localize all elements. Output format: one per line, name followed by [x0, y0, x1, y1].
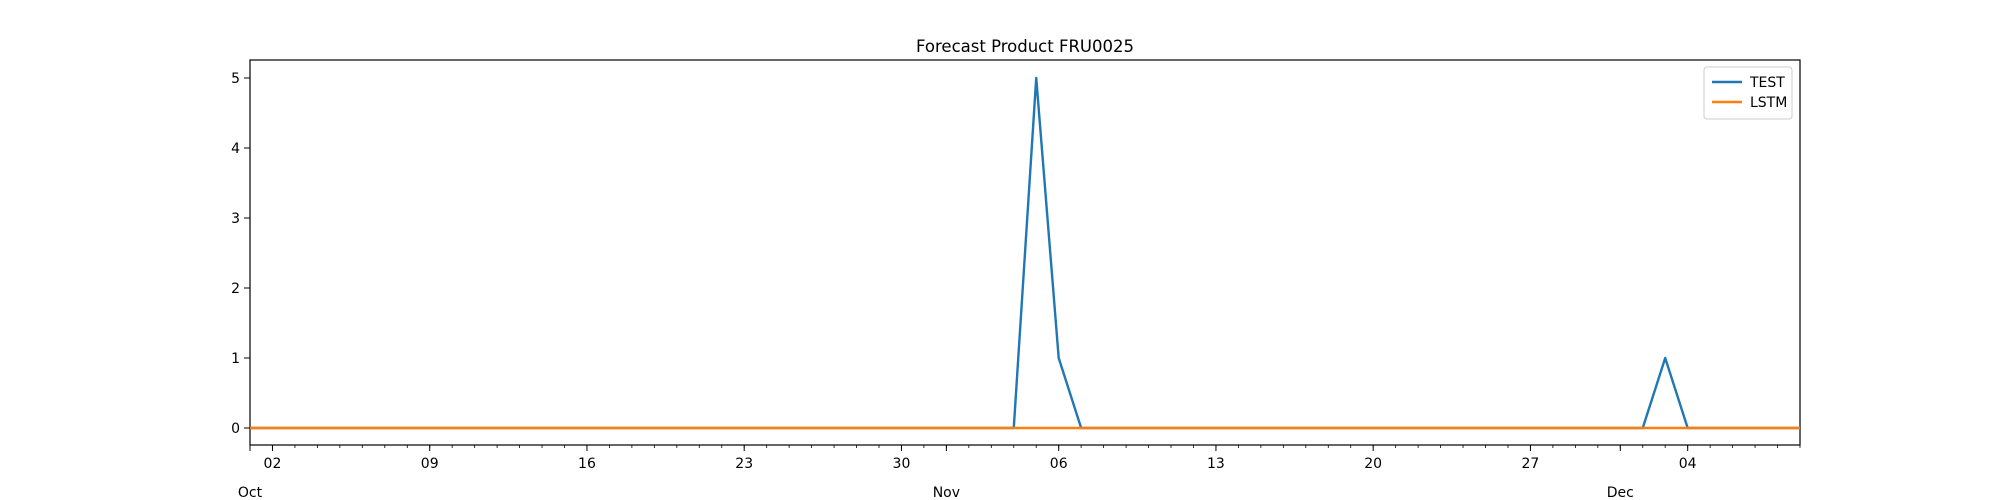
y-tick-label: 3 [231, 211, 240, 227]
series-line-test [250, 76, 1800, 430]
x-tick-label: 23 [735, 456, 753, 472]
x-axis: 02 09 16 23 30 06 13 20 27 04 Oct Nov Dec [238, 445, 1801, 500]
x-tick-label: 06 [1050, 456, 1068, 472]
x-month-label: Nov [933, 485, 960, 500]
x-tick-label: 27 [1522, 456, 1540, 472]
x-tick-label: 13 [1207, 456, 1225, 472]
x-tick-label: 02 [264, 456, 282, 472]
y-tick-label: 0 [231, 421, 240, 437]
x-month-label: Oct [238, 485, 263, 500]
y-tick-label: 1 [231, 351, 240, 367]
chart-title: Forecast Product FRU0025 [916, 37, 1134, 56]
series-group [250, 76, 1800, 430]
legend: TEST LSTM [1703, 66, 1793, 120]
x-tick-label: 09 [421, 456, 439, 472]
x-tick-label: 30 [893, 456, 911, 472]
y-tick-label: 2 [231, 281, 240, 297]
x-tick-label: 04 [1679, 456, 1697, 472]
x-tick-label: 20 [1364, 456, 1382, 472]
x-tick-label: 16 [578, 456, 596, 472]
legend-label-lstm: LSTM [1750, 95, 1787, 111]
legend-box [1703, 66, 1793, 120]
y-tick-label: 5 [231, 71, 240, 87]
x-month-label: Dec [1607, 485, 1634, 500]
legend-label-test: TEST [1749, 75, 1785, 91]
plot-area-frame [249, 59, 1801, 446]
y-tick-label: 4 [231, 141, 240, 157]
y-axis: 0 1 2 3 4 5 [231, 71, 250, 437]
